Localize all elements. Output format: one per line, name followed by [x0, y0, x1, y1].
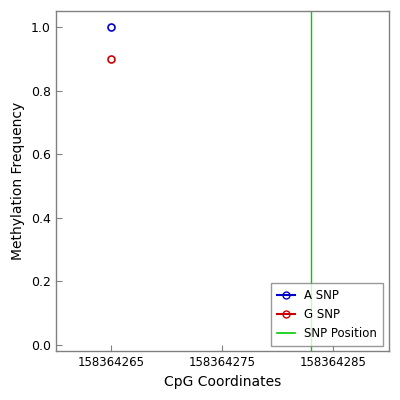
X-axis label: CpG Coordinates: CpG Coordinates: [164, 375, 281, 389]
Y-axis label: Methylation Frequency: Methylation Frequency: [11, 102, 25, 260]
Legend: A SNP, G SNP, SNP Position: A SNP, G SNP, SNP Position: [271, 283, 383, 346]
